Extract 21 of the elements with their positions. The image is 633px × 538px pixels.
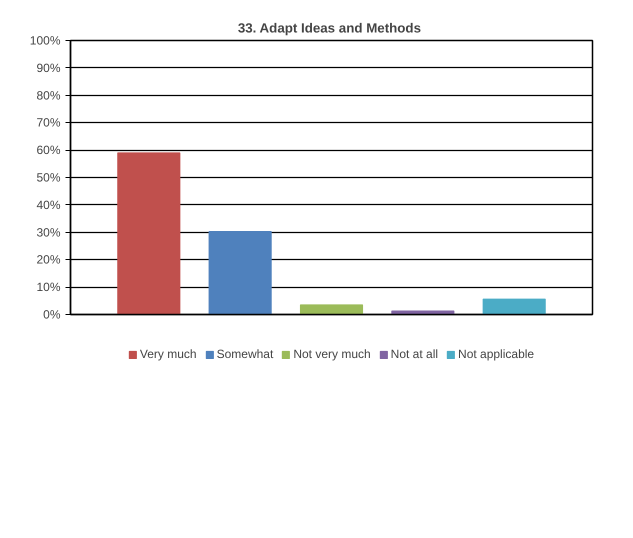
bar <box>117 152 180 314</box>
bar <box>482 298 546 314</box>
legend-label: Not at all <box>390 347 438 361</box>
y-tick-label: 50% <box>36 170 61 184</box>
y-tick-label: 20% <box>36 252 61 267</box>
legend-label: Not applicable <box>458 347 534 361</box>
y-tick-label: 0% <box>43 308 61 322</box>
chart-title: 33. Adapt Ideas and Methods <box>238 20 421 36</box>
y-tick-label: 80% <box>36 88 61 102</box>
legend-label: Somewhat <box>216 347 274 361</box>
y-tick-label: 90% <box>36 60 61 75</box>
y-tick-label: 100% <box>30 34 61 48</box>
y-tick-label: 60% <box>36 143 61 158</box>
y-tick-label: 70% <box>36 116 61 130</box>
legend-label: Not very much <box>293 347 371 361</box>
bar <box>208 230 272 314</box>
bar <box>300 304 364 314</box>
legend-label: Very much <box>140 347 197 361</box>
y-tick-label: 10% <box>36 280 61 294</box>
y-tick-label: 40% <box>36 198 61 212</box>
y-tick-label: 30% <box>36 225 61 240</box>
